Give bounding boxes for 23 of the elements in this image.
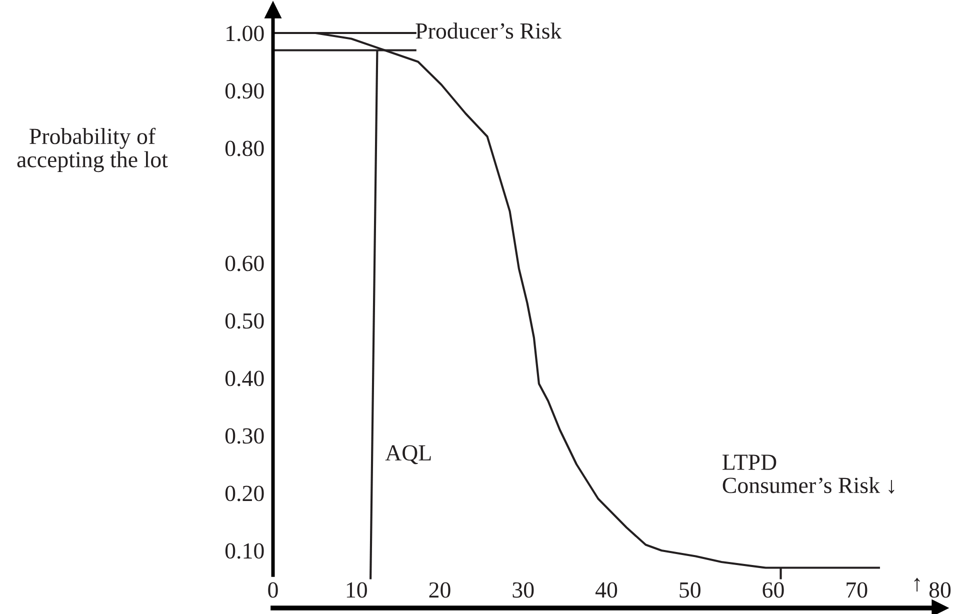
y-tick-label: 0.50 bbox=[225, 313, 264, 329]
y-tick-label: 0.40 bbox=[225, 370, 264, 386]
y-tick-label: 0.80 bbox=[225, 140, 264, 156]
y-tick-label: 0.20 bbox=[225, 486, 264, 502]
y-axis-title: Probability of accepting the lot bbox=[17, 128, 168, 172]
y-tick-label: 1.00 bbox=[226, 26, 264, 42]
x-tick-label: 40 bbox=[595, 582, 618, 598]
x-tick-label: 70 bbox=[846, 582, 868, 598]
y-tick-label: 0.10 bbox=[225, 543, 264, 559]
x-tick-label: 60 bbox=[762, 582, 784, 598]
annotation: LTPD Consumer’s Risk ↓ bbox=[722, 454, 894, 494]
y-tick-label: 0.60 bbox=[225, 256, 264, 272]
y-tick-label: 0.30 bbox=[225, 428, 264, 444]
x-tick-label: 80 bbox=[929, 582, 951, 598]
x-tick-label: 10 bbox=[346, 582, 367, 598]
x-tick-label: 30 bbox=[512, 582, 534, 598]
x-tick-label: 50 bbox=[680, 582, 700, 598]
x-tick-label: 0 bbox=[268, 582, 278, 598]
annotation: Producer’s Risk bbox=[416, 22, 562, 39]
y-tick-label: 0.90 bbox=[225, 83, 264, 99]
annotation: AQL bbox=[385, 445, 431, 464]
x-tick-label: 20 bbox=[429, 582, 450, 598]
annotation: ↑ bbox=[914, 578, 920, 592]
